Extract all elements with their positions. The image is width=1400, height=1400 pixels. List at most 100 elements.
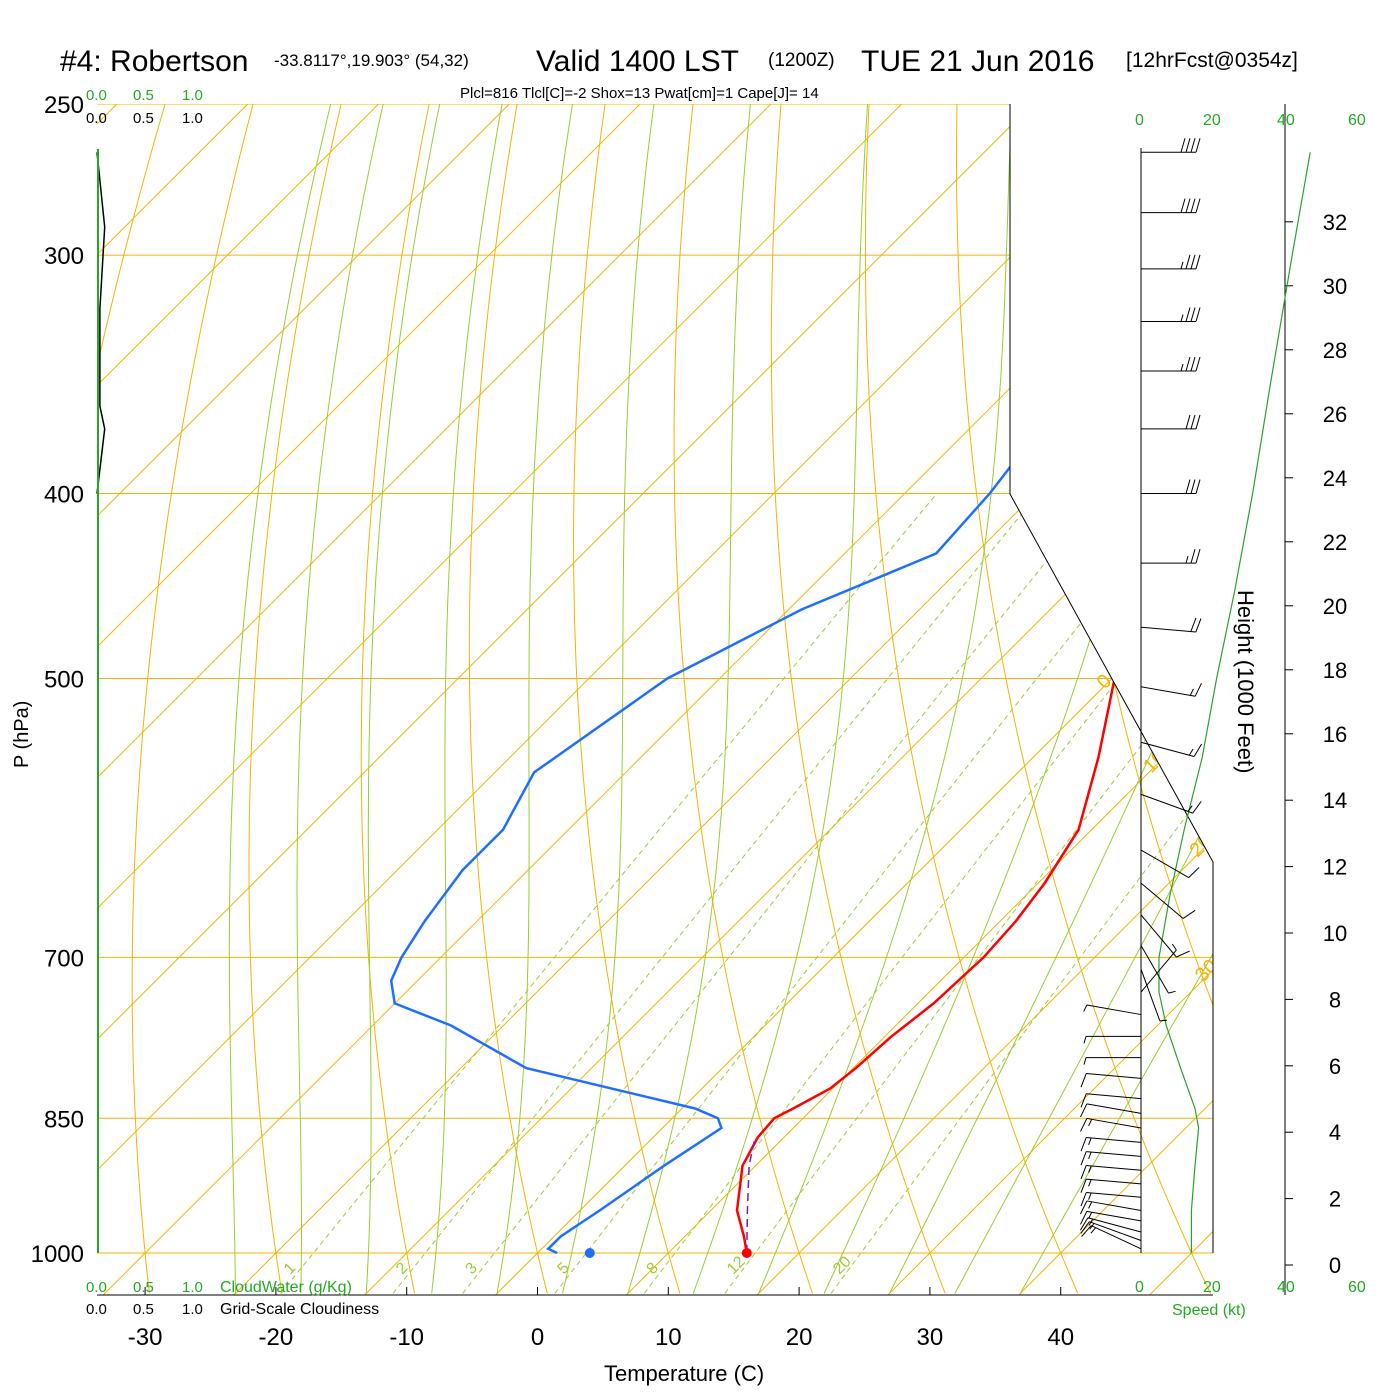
surface-dewpoint-dot [584,1248,595,1258]
isotherm-line [102,104,1213,1295]
wind-speed-line [1158,152,1311,1253]
wind-barb-staff [1140,849,1189,879]
pressure-tick-label: 500 [44,667,84,694]
wind-barb-flag [1080,1073,1087,1088]
mixing-ratio-line [462,493,1102,1294]
speed-scale-bottom-2: 40 [1277,1279,1295,1296]
moist-adiabat-line [1019,104,1213,1294]
valid-date: TUE 21 Jun 2016 [861,45,1094,78]
wind-barb-flag [1190,356,1196,372]
wind-barb-staff [1140,968,1161,1021]
isotherm-line [364,104,1213,1295]
temperature-tick-label: -10 [389,1324,424,1351]
wind-barb-flag [1192,801,1202,814]
sounding-indices: Plcl=816 Tlcl[C]=-2 Shox=13 Pwat[cm]=1 C… [460,85,819,102]
isotherm-line [97,104,1033,1295]
wind-barb [1080,1192,1142,1207]
wind-barb-flag [1080,1093,1087,1108]
dry-adiabat-line [1131,104,1213,1294]
wind-barb [1141,138,1201,153]
wind-barb-half-flag [1083,1036,1087,1044]
dry-adiabat-line [864,104,1079,1294]
wind-barb-flag [1195,618,1202,633]
isotherm-line [233,104,1213,1295]
temperature-tick-label: 10 [655,1324,682,1351]
wind-barb [1141,414,1201,430]
wind-barb-flag [1080,1118,1088,1132]
mixing-ratio-label: 3 [463,1259,481,1277]
wind-barb [1083,1035,1141,1044]
wind-barb-flag [1195,254,1201,269]
mixing-ratio-line [280,493,938,1294]
moist-adiabat-line [431,104,509,1294]
cloudiness-label: Grid-Scale Cloudiness [220,1301,379,1318]
wind-barb [1081,1225,1142,1250]
wind-barb-staff [1140,949,1177,993]
isotherm-line [1149,104,1213,1295]
mixing-ratio-line [724,493,1213,1294]
wind-barb-half-flag [1088,1179,1092,1187]
title-bar: #4: Robertson -33.8117°,19.903° (54,32) … [60,45,1298,102]
wind-barb-flag [1180,198,1186,213]
temperature-tick-label: 0 [531,1324,544,1351]
wind-barb [1140,682,1202,697]
wind-barb-flag [1190,617,1197,632]
moist-adiabat-line [228,104,340,1294]
temperature-tick-label: -30 [128,1324,163,1351]
sounding-profiles [389,151,1213,1258]
wind-barb-flag [1185,254,1191,269]
wind-barb [1140,741,1203,758]
wind-barb-flag [1080,1151,1087,1166]
wind-barb-half-flag [1088,1119,1093,1127]
height-tick-label: 12 [1323,855,1347,880]
dry-adiabat-line [97,104,176,1294]
moist-adiabat-line [296,104,392,1294]
wind-barb-half-flag [1185,555,1189,564]
wind-barb-half-flag [1083,1057,1087,1065]
wind-barb [1141,307,1201,322]
isotherm-line [97,104,510,1295]
isotherm-line [887,104,1213,1295]
wind-barb-staff [1140,914,1177,958]
wind-barb-flag [1080,1137,1087,1152]
cloud-scale-bottom-black-2: 1.0 [182,1301,203,1318]
height-tick-label: 28 [1323,338,1347,363]
cloud-scale-top-green-1: 0.5 [133,87,154,104]
cloud-scale-top-green-2: 1.0 [182,87,203,104]
wind-barb [1141,356,1201,372]
moist-adiabat-line [562,104,659,1294]
isotherm-line [495,104,1213,1295]
speed-scale-top-1: 20 [1203,112,1221,129]
wind-barb [1141,548,1201,564]
dry-adiabat-line [673,104,813,1294]
cloud-scale-bottom-green-0: 0.0 [86,1279,107,1296]
wind-barb [1141,198,1201,214]
wind-barb-flag [1190,548,1196,564]
speed-scales: 0 20 40 60 0 20 40 60 Speed (kt) [1135,112,1366,1319]
wind-barb [1141,479,1201,495]
surface-temperature-dot [741,1248,752,1258]
isotherm-line [97,104,641,1295]
mixing-ratio-label: 1 [281,1259,299,1277]
speed-scale-bottom-1: 20 [1203,1279,1221,1296]
mixing-ratio-line [392,493,1039,1294]
dry-adiabat-line [360,104,437,1294]
height-tick-label: 8 [1329,987,1341,1012]
wind-barb-staff [1087,1217,1142,1233]
wind-barb-flag [1080,1192,1087,1207]
isotherm-line [97,104,379,1295]
height-axis-title: Height (1000 Feet) [1233,590,1258,773]
temperature-tick-label: 20 [786,1324,813,1351]
wind-barb-flag [1190,198,1196,213]
wind-barb-staff [1140,793,1193,814]
wind-barb-staff [1086,1073,1142,1079]
temperature-tick-label: -20 [259,1324,294,1351]
wind-barb-flag [1190,307,1196,322]
wind-barb-flag [1182,909,1196,919]
height-tick-label: 32 [1323,210,1347,235]
wind-barb-flag [1195,414,1201,430]
wind-barb-flag [1190,138,1196,153]
wind-barb [1080,1164,1142,1180]
wind-barb-flag [1079,1217,1089,1231]
